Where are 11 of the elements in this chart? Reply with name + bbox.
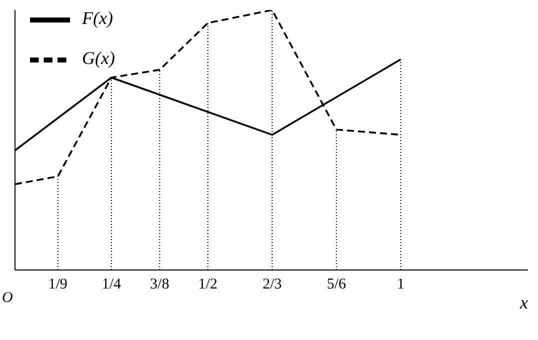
legend-label: F(x) — [82, 8, 113, 28]
x-tick-label: 1 — [396, 276, 404, 293]
x-axis-title: x — [519, 292, 528, 312]
text: O — [2, 290, 13, 307]
x-tick-label: 1/9 — [48, 276, 68, 293]
x-tick-label: 1/2 — [198, 276, 218, 293]
legend-label: G(x) — [82, 48, 115, 68]
x-tick-label: 1/4 — [102, 276, 122, 293]
x-tick-label: 5/6 — [326, 276, 346, 293]
x-tick-label: 2/3 — [262, 276, 282, 293]
x-tick-label: 3/8 — [150, 276, 170, 293]
